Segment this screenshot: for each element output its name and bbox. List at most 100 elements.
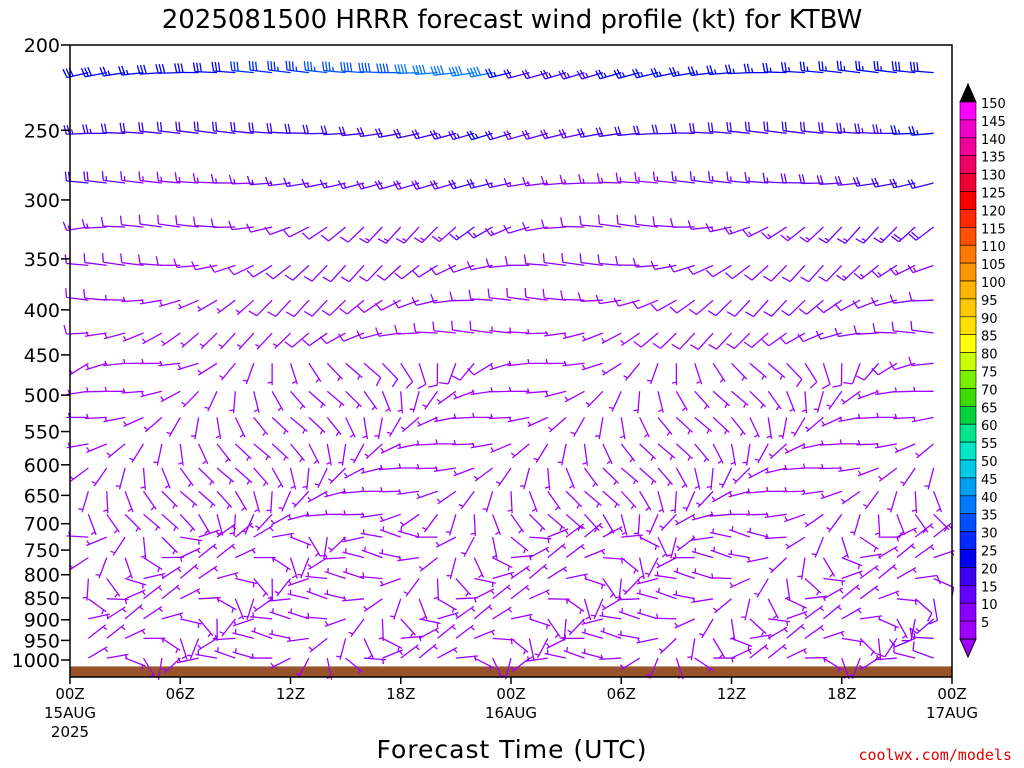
colorbar-swatch-60	[959, 423, 977, 443]
wind-barb-530-14	[326, 416, 342, 437]
wind-barb-495-31	[633, 391, 641, 414]
wind-barb-530-30	[619, 417, 626, 440]
terrain-fill	[70, 666, 952, 677]
wind-barb-852-36	[713, 598, 732, 614]
colorbar-swatch-90	[959, 316, 977, 335]
wind-barb-252-6	[156, 121, 181, 134]
x-tick-label-24: 00Z	[496, 685, 525, 703]
wind-barb-643-46	[911, 491, 918, 514]
wind-barb-765-11	[271, 557, 291, 573]
wind-barb-898-15	[324, 618, 346, 628]
wind-barb-852-44	[878, 590, 900, 600]
wind-barb-725-22	[460, 536, 475, 557]
wind-barb-356-39	[763, 264, 788, 282]
x-tick-label-30: 06Z	[607, 685, 636, 703]
wind-barb-945-33	[658, 637, 677, 654]
wind-barb-945-40	[804, 625, 825, 639]
wind-barb-322-16	[340, 226, 365, 243]
wind-barb-808-17	[360, 572, 383, 580]
wind-barb-252-38	[744, 121, 769, 134]
wind-barb-390-17	[356, 299, 383, 313]
wind-barb-683-27	[565, 513, 584, 532]
wind-barb-215-44	[855, 60, 879, 74]
wind-barb-322-27	[540, 219, 567, 230]
wind-barb-495-25	[507, 386, 530, 393]
wind-barb-765-27	[565, 543, 586, 559]
wind-barb-995-12	[270, 657, 291, 669]
wind-barb-643-43	[840, 490, 861, 505]
wind-barb-287-33	[652, 171, 677, 184]
wind-barb-765-34	[672, 553, 695, 559]
wind-barb-605-31	[639, 467, 657, 485]
wind-barb-605-3	[115, 467, 126, 490]
wind-barb-995-20	[437, 647, 458, 659]
wind-barb-322-45	[873, 226, 898, 244]
wind-barb-356-4	[120, 253, 144, 266]
wind-barb-765-33	[656, 557, 677, 569]
wind-barb-530-45	[874, 412, 897, 419]
wind-barb-425-26	[525, 328, 548, 335]
wind-barb-683-30	[620, 514, 628, 536]
wind-barb-356-31	[615, 255, 640, 266]
wind-barb-390-6	[158, 299, 181, 308]
wind-barb-852-24	[510, 584, 530, 600]
wind-barb-765-3	[124, 557, 133, 579]
wind-barb-643-42	[820, 490, 842, 500]
wind-barb-425-46	[891, 321, 916, 334]
wind-barb-425-1	[63, 324, 89, 335]
wind-barb-852-7	[198, 596, 221, 603]
wind-barb-215-22	[448, 65, 475, 77]
wind-barb-390-7	[178, 299, 199, 310]
wind-barb-495-46	[893, 387, 916, 393]
wind-barb-322-17	[359, 226, 383, 244]
wind-barb-425-23	[469, 320, 493, 334]
wind-barb-808-14	[305, 572, 328, 580]
wind-barb-725-34	[676, 536, 696, 552]
wind-barb-725-15	[327, 536, 347, 553]
wind-barb-568-18	[380, 443, 402, 454]
colorbar-label-40: 40	[981, 491, 998, 506]
colorbar-swatch-100	[959, 280, 977, 300]
wind-barb-425-25	[507, 327, 530, 334]
wind-barb-460-25	[507, 360, 530, 367]
wind-barb-808-45	[896, 567, 917, 580]
wind-barb-322-42	[818, 226, 843, 244]
wind-barb-356-3	[101, 253, 126, 266]
wind-barb-605-41	[801, 463, 824, 469]
wind-barb-898-37	[749, 618, 767, 636]
wind-barb-945-30	[600, 627, 622, 639]
wind-barb-322-6	[157, 214, 181, 228]
colorbar-swatch-55	[959, 441, 977, 461]
colorbar-label-90: 90	[981, 312, 998, 327]
wind-barb-765-40	[797, 557, 806, 580]
wind-barb-530-10	[253, 416, 269, 437]
wind-barb-765-1	[68, 557, 89, 571]
wind-barb-460-15	[345, 362, 363, 380]
wind-barb-898-42	[841, 607, 862, 620]
wind-barb-530-9	[234, 417, 246, 438]
wind-barb-460-31	[623, 362, 641, 381]
wind-barb-425-5	[141, 332, 163, 345]
wind-barb-layer	[62, 60, 955, 680]
wind-barb-568-33	[675, 443, 694, 461]
wind-barb-765-36	[710, 546, 732, 559]
wind-barb-683-22	[470, 514, 477, 537]
wind-barb-945-39	[786, 623, 806, 639]
colorbar-label-65: 65	[981, 401, 998, 416]
wind-barb-643-1	[78, 491, 89, 513]
wind-barb-390-40	[781, 299, 806, 317]
wind-barb-683-1	[87, 514, 97, 536]
wind-barb-683-38	[746, 510, 769, 516]
wind-barb-568-10	[253, 443, 272, 461]
wind-barb-995-11	[250, 653, 273, 659]
wind-barb-898-21	[455, 605, 476, 620]
colorbar-label-145: 145	[981, 115, 1006, 130]
wind-barb-725-21	[435, 536, 457, 548]
chart-title: 2025081500 HRRR forecast wind profile (k…	[162, 5, 863, 35]
wind-barb-725-25	[529, 536, 552, 544]
wind-barb-495-33	[675, 390, 688, 412]
colorbar-swatch-145	[959, 119, 977, 139]
wind-barb-495-35	[712, 390, 731, 409]
wind-barb-390-2	[83, 288, 107, 301]
wind-barb-390-34	[669, 299, 696, 314]
